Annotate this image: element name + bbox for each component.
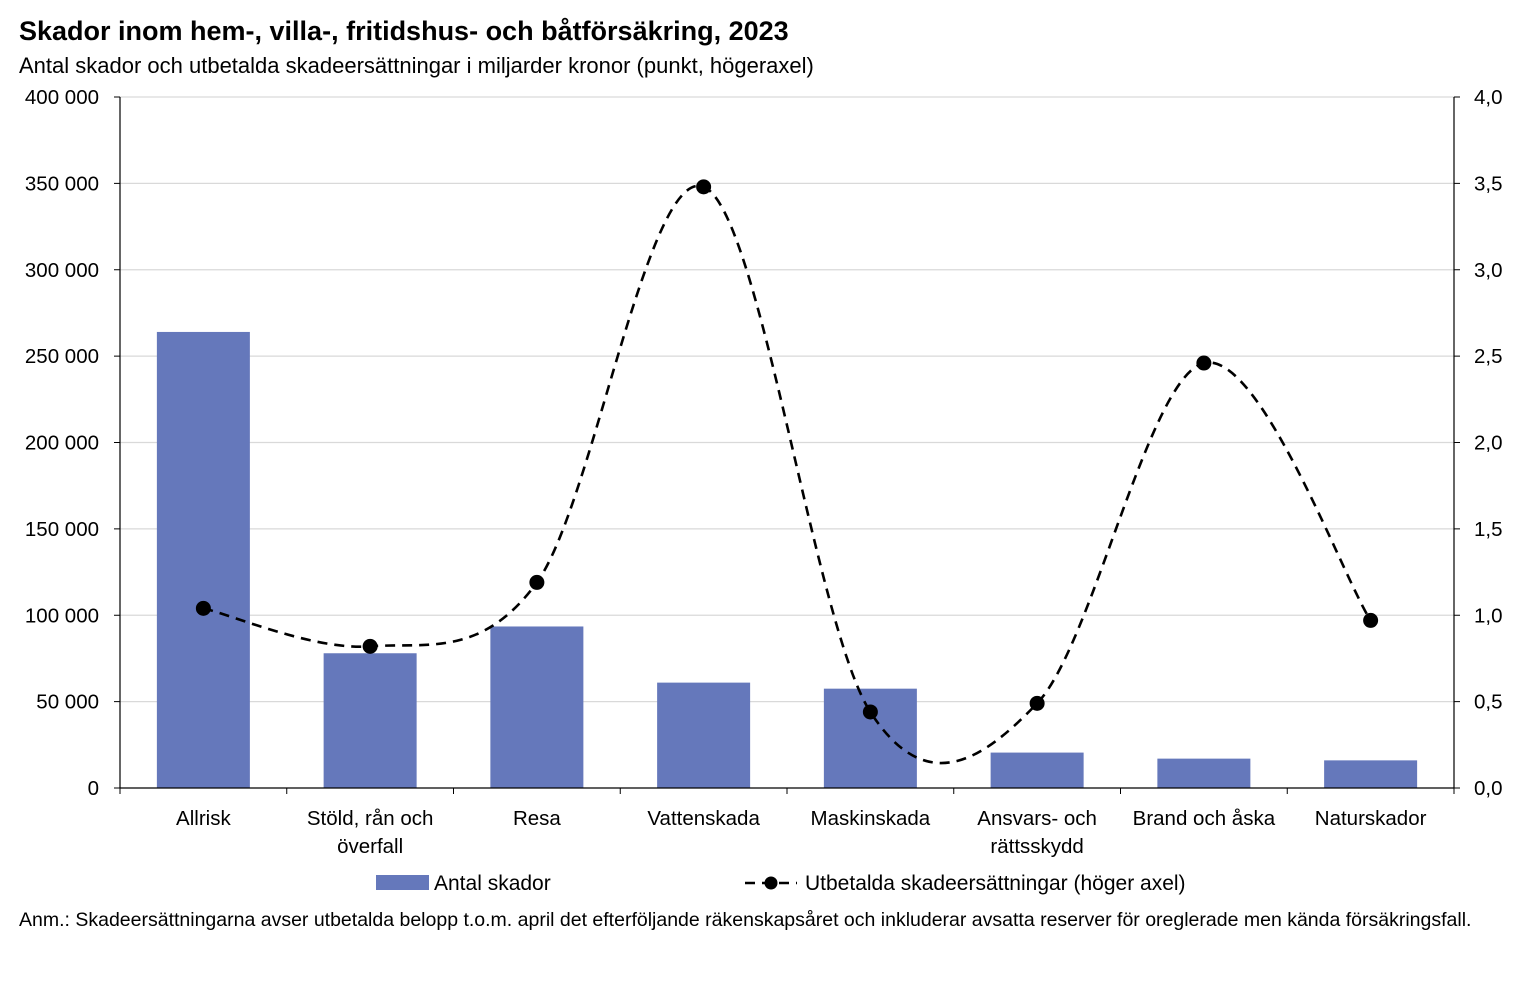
right-axis-ticks: 0,0 0,5 1,0 1,5 2,0 2,5 3,0 3,5 4,0: [1474, 86, 1503, 800]
category-label: Naturskador: [1315, 807, 1427, 830]
bar: [156, 331, 250, 788]
right-tick-label: 2,5: [1474, 345, 1503, 368]
category-label: Maskinskada: [811, 807, 931, 830]
chart-title: Skador inom hem-, villa-, fritidshus- oc…: [19, 16, 789, 46]
line-point: [696, 179, 712, 195]
axes: [114, 96, 1460, 794]
left-axis-ticks: 0 50 000 100 000 150 000 200 000 250 000 300 0…: [25, 86, 99, 800]
bar: [323, 653, 417, 788]
left-tick-label: 400 000: [25, 86, 99, 109]
legend: Antal skador Utbetalda skadeersättningar …: [376, 872, 1186, 895]
left-tick-label: 350 000: [25, 172, 99, 195]
right-tick-label: 3,5: [1474, 172, 1503, 195]
category-label: Stöld, rån och: [307, 807, 434, 830]
line-point: [195, 600, 211, 616]
bar: [990, 752, 1084, 788]
left-tick-label: 200 000: [25, 432, 99, 455]
legend-swatch-point: [764, 876, 778, 890]
chart-note: Anm.: Skadeersättningarna avser utbetald…: [19, 909, 1472, 931]
right-tick-label: 4,0: [1474, 86, 1503, 109]
legend-label-line: Utbetalda skadeersättningar (höger axel): [805, 872, 1186, 895]
right-tick-label: 0,0: [1474, 777, 1503, 800]
line-series: [195, 179, 1379, 765]
left-tick-label: 150 000: [25, 518, 99, 541]
bar: [490, 626, 584, 788]
line-point: [1029, 695, 1045, 711]
category-label: rättsskydd: [990, 835, 1083, 858]
gridlines: [120, 96, 1454, 703]
left-tick-label: 50 000: [36, 691, 99, 714]
category-label: överfall: [337, 835, 403, 858]
right-tick-label: 2,0: [1474, 432, 1503, 455]
right-tick-label: 1,5: [1474, 518, 1503, 541]
category-label: Brand och åska: [1133, 807, 1276, 830]
combo-chart: 0 50 000 100 000 150 000 200 000 250 000 300 0…: [25, 86, 1503, 895]
bar: [1324, 760, 1418, 788]
bar: [823, 688, 917, 788]
series-line: [203, 184, 1372, 765]
bar: [657, 682, 751, 788]
left-tick-label: 100 000: [25, 604, 99, 627]
chart-subtitle: Antal skador och utbetalda skadeersättni…: [19, 53, 814, 78]
line-point: [1363, 612, 1379, 628]
right-tick-label: 1,0: [1474, 604, 1503, 627]
right-tick-label: 0,5: [1474, 691, 1503, 714]
left-tick-label: 250 000: [25, 345, 99, 368]
bar: [1157, 758, 1251, 788]
line-point: [862, 704, 878, 720]
legend-label-bar: Antal skador: [434, 872, 551, 895]
legend-swatch-bar: [376, 875, 429, 890]
left-tick-label: 300 000: [25, 259, 99, 282]
bar-series: [156, 331, 1418, 788]
left-tick-label: 0: [88, 777, 99, 800]
category-labels: Allrisk Stöld, rån och överfall Resa Vattens…: [176, 807, 1427, 858]
line-point: [362, 638, 378, 654]
category-label: Ansvars- och: [977, 807, 1097, 830]
category-label: Resa: [513, 807, 561, 830]
line-point: [1196, 355, 1212, 371]
category-label: Vattenskada: [647, 807, 760, 830]
line-point: [529, 574, 545, 590]
right-tick-label: 3,0: [1474, 259, 1503, 282]
category-label: Allrisk: [176, 807, 231, 830]
